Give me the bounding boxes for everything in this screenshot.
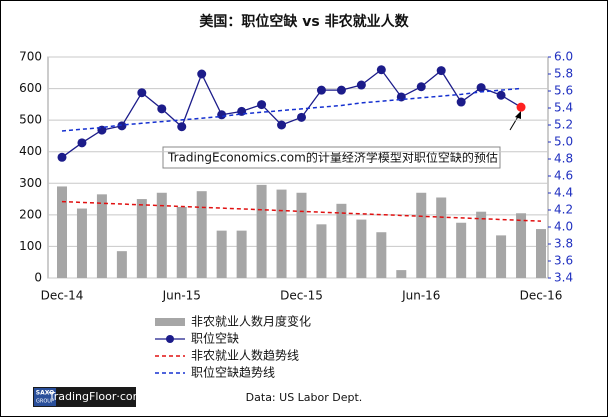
line-point (356, 80, 366, 90)
y2-tick-label: 5.4 (554, 101, 573, 115)
x-tick-label: Jun-15 (162, 289, 201, 303)
y2-tick-label: 6.0 (554, 50, 573, 64)
bar (496, 235, 507, 278)
y2-tick-label: 4.8 (554, 152, 573, 166)
bar (256, 184, 267, 278)
legend-label: 非农就业人数月度变化 (191, 314, 311, 329)
y2-tick-label: 4.6 (554, 169, 573, 183)
logo-saxo (34, 388, 56, 406)
y-tick-label: 100 (19, 239, 42, 253)
bar (136, 199, 147, 278)
bar (436, 197, 447, 278)
bar (216, 230, 227, 278)
line-point (277, 120, 287, 130)
line-point (117, 121, 127, 131)
bar (296, 192, 307, 278)
logo-bg (33, 387, 136, 407)
bar (196, 191, 207, 278)
logo-text: TradingFloor·com (48, 390, 144, 403)
legend-swatch (155, 318, 185, 326)
line-point (297, 112, 306, 122)
chart-title: 美国：职位空缺 vs 非农就业人数 (199, 13, 409, 30)
y2-tick-label: 4.4 (554, 186, 573, 200)
bar (416, 192, 427, 278)
bar (176, 206, 187, 278)
line-point (316, 85, 326, 95)
y-tick-label: 300 (19, 176, 42, 190)
y-tick-label: 200 (19, 207, 42, 221)
arrow-head (515, 111, 521, 119)
line-point (177, 122, 187, 132)
bar (236, 230, 247, 278)
legend-label: 职位空缺 (191, 331, 239, 346)
y2-tick-label: 5.0 (554, 135, 573, 149)
line-point (137, 88, 147, 98)
line (61, 68, 522, 158)
bar (276, 189, 287, 278)
annotation: TradingEconomics.com的计量经济学模型对职位空缺的预估 (167, 150, 498, 165)
line-point (197, 69, 207, 79)
bar (376, 232, 387, 278)
line-point (516, 102, 526, 112)
bar (96, 194, 107, 278)
legend-swatch (166, 335, 174, 343)
bar (116, 251, 127, 278)
y2-tick-label: 3.6 (554, 254, 573, 268)
y2-tick-label: 5.8 (554, 67, 573, 81)
line-point (496, 90, 506, 100)
bar (536, 229, 546, 278)
bar (516, 213, 527, 278)
x-tick-label: Jun-16 (401, 289, 440, 303)
y2-tick-label: 4.2 (554, 203, 573, 217)
line-point (436, 66, 446, 76)
logo-text: GROUP (36, 399, 54, 405)
bar (316, 224, 327, 278)
line-point (456, 97, 466, 107)
bar (456, 222, 467, 278)
bar (76, 208, 87, 278)
bar (356, 219, 367, 278)
x-tick-label: Dec-14 (41, 289, 84, 303)
y2-tick-label: 4.0 (554, 220, 573, 234)
logo-text: SAXO (36, 390, 54, 397)
bar (476, 211, 487, 278)
x-tick-label: Dec-15 (280, 289, 323, 303)
y-tick-label: 500 (19, 113, 42, 127)
trend-line (61, 200, 542, 222)
bar (156, 192, 167, 278)
line-point (157, 104, 167, 114)
y-tick-label: 0 (34, 271, 42, 285)
line-point (217, 110, 227, 120)
y2-tick-label: 5.2 (554, 118, 573, 132)
line-point (476, 83, 486, 93)
line-point (57, 152, 67, 162)
bar (57, 186, 67, 278)
y-tick-label: 400 (19, 144, 42, 158)
source: Data: US Labor Dept. (246, 391, 363, 404)
line-point (77, 138, 87, 148)
y2-tick-label: 3.8 (554, 237, 573, 251)
y-tick-label: 600 (19, 81, 42, 95)
y2-tick-label: 3.4 (554, 271, 573, 285)
annotation-box (162, 146, 501, 169)
bar (396, 270, 407, 278)
y-tick-label: 700 (19, 50, 42, 64)
y2-tick-label: 5.6 (554, 84, 573, 98)
bar (336, 203, 347, 278)
x-tick-label: Dec-16 (520, 289, 563, 303)
line-point (257, 100, 267, 110)
line-point (336, 85, 346, 95)
line-point (376, 65, 386, 75)
legend-label: 职位空缺趋势线 (191, 365, 275, 380)
line-point (416, 82, 426, 92)
legend-label: 非农就业人数趋势线 (191, 348, 299, 363)
